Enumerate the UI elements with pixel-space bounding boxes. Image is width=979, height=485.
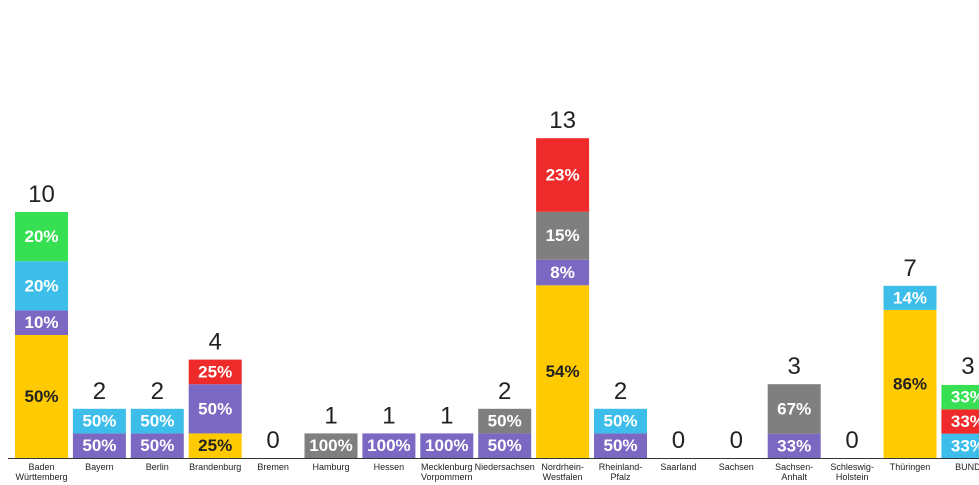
segment-label-bayern-0: 50%: [82, 436, 116, 455]
bar-segment-hamburg-0: [304, 433, 358, 458]
segment-label-baden-württemberg-2: 20%: [24, 276, 58, 295]
bar-segment-nordrhein-westfalen-3: [536, 138, 590, 212]
category-label-hamburg: Hamburg: [312, 462, 349, 472]
segment-label-niedersachsen-1: 50%: [488, 412, 522, 431]
bar-segment-rheinland-pfalz-1: [594, 408, 647, 434]
category-label-bayern: Bayern: [85, 462, 114, 472]
total-label-thüringen: 7: [903, 255, 916, 282]
segment-label-bund-2: 33%: [951, 388, 979, 407]
bar-segment-thüringen-1: [883, 285, 937, 310]
category-label-rheinland-pfalz: Rheinland-Pfalz: [599, 462, 643, 482]
total-label-nordrhein-westfalen: 13: [549, 107, 576, 134]
total-label-rheinland-pfalz: 2: [614, 378, 627, 405]
total-label-hamburg: 1: [324, 402, 337, 429]
total-label-brandenburg: 4: [209, 329, 222, 356]
category-label-sachsen: Sachsen: [719, 462, 754, 472]
total-label-bund: 3: [961, 353, 974, 380]
bar-segment-berlin-1: [130, 408, 184, 434]
bar-segment-mecklenburg-vorpommern-0: [420, 433, 474, 458]
segment-label-nordrhein-westfalen-0: 54%: [546, 362, 580, 381]
category-label-hessen: Hessen: [374, 462, 405, 472]
bar-segment-sachsen-anhalt-1: [767, 384, 821, 434]
segment-label-brandenburg-0: 25%: [198, 436, 232, 455]
category-labels-group: Baden Württemberg Bayern Berlin Brandenburg B…: [15, 462, 979, 482]
segment-label-berlin-0: 50%: [140, 436, 174, 455]
total-label-saarland: 0: [672, 427, 685, 454]
category-label-bremen: Bremen: [257, 462, 289, 472]
bar-segment-baden-württemberg-1: [15, 310, 68, 335]
segment-label-brandenburg-1: 50%: [198, 399, 232, 418]
segment-label-hamburg-0: 100%: [309, 436, 352, 455]
category-label-brandenburg: Brandenburg: [189, 462, 241, 472]
category-label-saarland: Saarland: [660, 462, 696, 472]
segment-label-berlin-1: 50%: [140, 412, 174, 431]
bar-segment-nordrhein-westfalen-0: [536, 285, 590, 458]
segment-label-bund-0: 33%: [951, 436, 979, 455]
segment-label-nordrhein-westfalen-3: 23%: [546, 165, 580, 184]
bar-segment-baden-württemberg-3: [15, 212, 68, 262]
total-label-schleswig-holstein: 0: [845, 427, 858, 454]
segment-label-baden-württemberg-3: 20%: [24, 227, 58, 246]
category-label-baden-württemberg: Baden Württemberg: [15, 462, 67, 482]
segment-label-bayern-1: 50%: [82, 412, 116, 431]
total-label-mecklenburg-vorpommern: 1: [440, 402, 453, 429]
category-label-niedersachsen: Niedersachsen: [475, 462, 535, 472]
bar-segment-rheinland-pfalz-0: [594, 433, 647, 458]
bar-segment-nordrhein-westfalen-2: [536, 211, 590, 260]
segment-label-rheinland-pfalz-1: 50%: [603, 412, 637, 431]
bar-segment-bund-2: [941, 384, 979, 410]
total-label-niedersachsen: 2: [498, 378, 511, 405]
category-label-thüringen: Thüringen: [890, 462, 931, 472]
bar-segment-hessen-0: [362, 433, 416, 458]
bar-segment-bund-0: [941, 433, 979, 458]
bar-segment-brandenburg-2: [188, 359, 242, 385]
category-label-bund: BUND: [955, 462, 979, 472]
segment-label-sachsen-anhalt-1: 67%: [777, 399, 811, 418]
bar-segment-baden-württemberg-2: [15, 261, 68, 311]
segment-label-nordrhein-westfalen-2: 15%: [546, 226, 580, 245]
segment-label-mecklenburg-vorpommern-0: 100%: [425, 436, 468, 455]
segment-label-thüringen-0: 86%: [893, 374, 927, 393]
category-label-mecklenburg-vorpommern: Mecklenburg Vorpommern: [421, 462, 473, 482]
bar-segment-brandenburg-1: [188, 384, 242, 434]
total-label-sachsen-anhalt: 3: [788, 353, 801, 380]
bar-segment-nordrhein-westfalen-1: [536, 259, 590, 286]
bar-segment-niedersachsen-1: [478, 408, 532, 434]
bar-segment-brandenburg-0: [188, 433, 242, 458]
category-label-schleswig-holstein: Schleswig-Holstein: [830, 462, 874, 482]
bar-segment-bayern-0: [72, 433, 126, 458]
segment-label-baden-württemberg-0: 50%: [24, 387, 58, 406]
bar-segment-baden-württemberg-0: [15, 335, 68, 458]
total-label-sachsen: 0: [730, 427, 743, 454]
category-label-berlin: Berlin: [146, 462, 169, 472]
total-label-berlin: 2: [151, 378, 164, 405]
category-label-nordrhein-westfalen: Nordrhein-Westfalen: [541, 462, 584, 482]
bar-segment-berlin-0: [130, 433, 184, 458]
bar-segment-thüringen-0: [883, 309, 937, 458]
category-label-sachsen-anhalt: Sachsen-Anhalt: [775, 462, 813, 482]
total-label-bremen: 0: [266, 427, 279, 454]
segment-label-nordrhein-westfalen-1: 8%: [550, 263, 575, 282]
total-label-bayern: 2: [93, 378, 106, 405]
total-label-baden-württemberg: 10: [28, 181, 55, 208]
segment-label-sachsen-anhalt-0: 33%: [777, 436, 811, 455]
bar-segment-bayern-1: [72, 408, 126, 434]
bar-segment-sachsen-anhalt-0: [767, 433, 821, 458]
bar-segment-niedersachsen-0: [478, 433, 532, 458]
segment-label-niedersachsen-0: 50%: [488, 436, 522, 455]
segment-label-hessen-0: 100%: [367, 436, 410, 455]
segment-label-bund-1: 33%: [951, 412, 979, 431]
segment-label-thüringen-1: 14%: [893, 288, 927, 307]
segment-label-baden-württemberg-1: 10%: [24, 313, 58, 332]
segment-label-rheinland-pfalz-0: 50%: [603, 436, 637, 455]
total-label-hessen: 1: [382, 402, 395, 429]
bar-segment-bund-1: [941, 409, 979, 434]
segment-label-brandenburg-2: 25%: [198, 362, 232, 381]
